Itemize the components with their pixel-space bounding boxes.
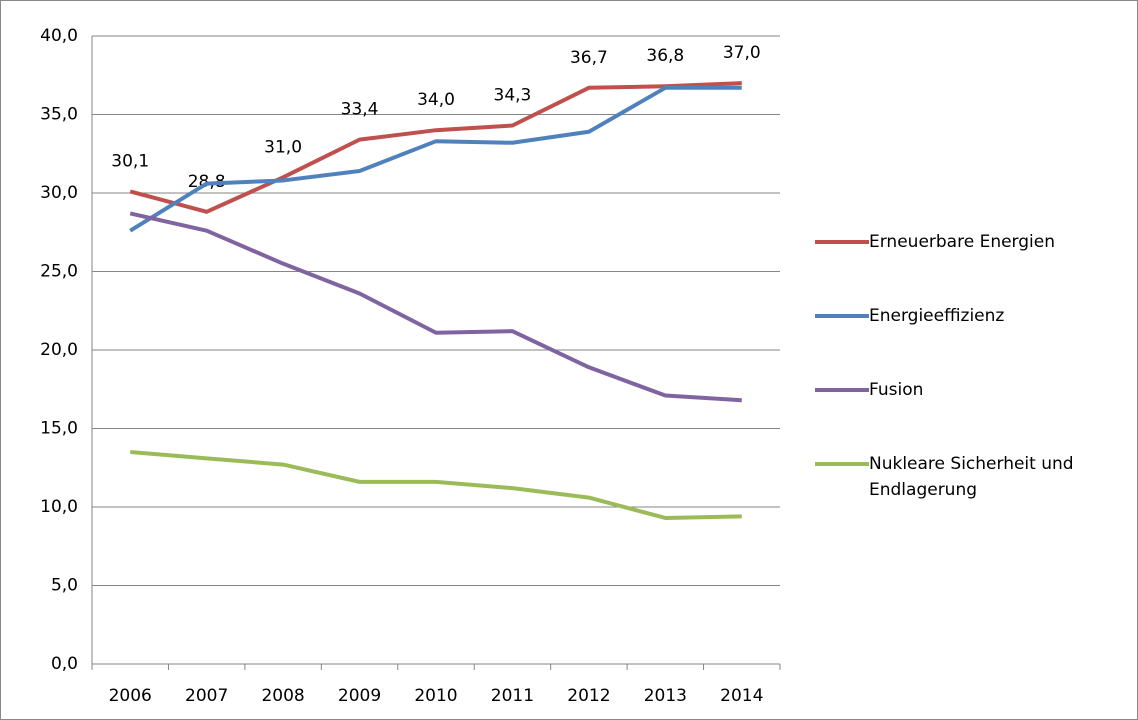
legend-label: Fusion — [869, 380, 924, 400]
x-tick-label: 2013 — [644, 686, 687, 706]
legend-item: Erneuerbare Energien — [815, 229, 1119, 255]
y-tick-label: 10,0 — [40, 497, 78, 517]
y-tick-label: 5,0 — [51, 576, 78, 596]
legend-swatch — [815, 388, 869, 392]
x-tick-label: 2010 — [414, 686, 457, 706]
x-tick-label: 2006 — [109, 686, 152, 706]
x-tick-label: 2009 — [338, 686, 381, 706]
data-label: 31,0 — [264, 137, 302, 157]
legend-swatch — [815, 462, 869, 466]
legend-item: Energieeffizienz — [815, 303, 1119, 329]
data-label: 36,8 — [646, 46, 684, 66]
y-tick-label: 25,0 — [40, 262, 78, 282]
y-tick-label: 15,0 — [40, 419, 78, 439]
data-label: 34,0 — [417, 90, 455, 110]
legend-label: Nukleare Sicherheit und Endlagerung — [869, 454, 1074, 500]
data-label: 33,4 — [341, 100, 379, 120]
series-line — [130, 450, 742, 520]
legend-label: Erneuerbare Energien — [869, 232, 1055, 252]
data-label: 30,1 — [111, 151, 149, 171]
x-tick-label: 2014 — [720, 686, 763, 706]
data-label: 36,7 — [570, 48, 608, 68]
series-line — [129, 81, 742, 214]
legend-item: Fusion — [815, 377, 1119, 403]
x-tick-label: 2007 — [185, 686, 228, 706]
legend-item: Nukleare Sicherheit und Endlagerung — [815, 451, 1119, 503]
y-tick-label: 35,0 — [40, 105, 78, 125]
x-tick-label: 2011 — [491, 686, 534, 706]
data-label: 37,0 — [723, 43, 761, 63]
y-tick-label: 30,0 — [40, 183, 78, 203]
series-line — [129, 211, 742, 403]
y-tick-label: 40,0 — [40, 26, 78, 46]
data-label: 34,3 — [494, 85, 532, 105]
legend-swatch — [815, 240, 869, 244]
legend-swatch — [815, 314, 869, 318]
y-tick-label: 20,0 — [40, 340, 78, 360]
series-line — [129, 85, 742, 233]
legend-label: Energieeffizienz — [869, 306, 1005, 326]
x-tick-label: 2008 — [261, 686, 304, 706]
y-tick-label: 0,0 — [51, 654, 78, 674]
x-tick-label: 2012 — [567, 686, 610, 706]
